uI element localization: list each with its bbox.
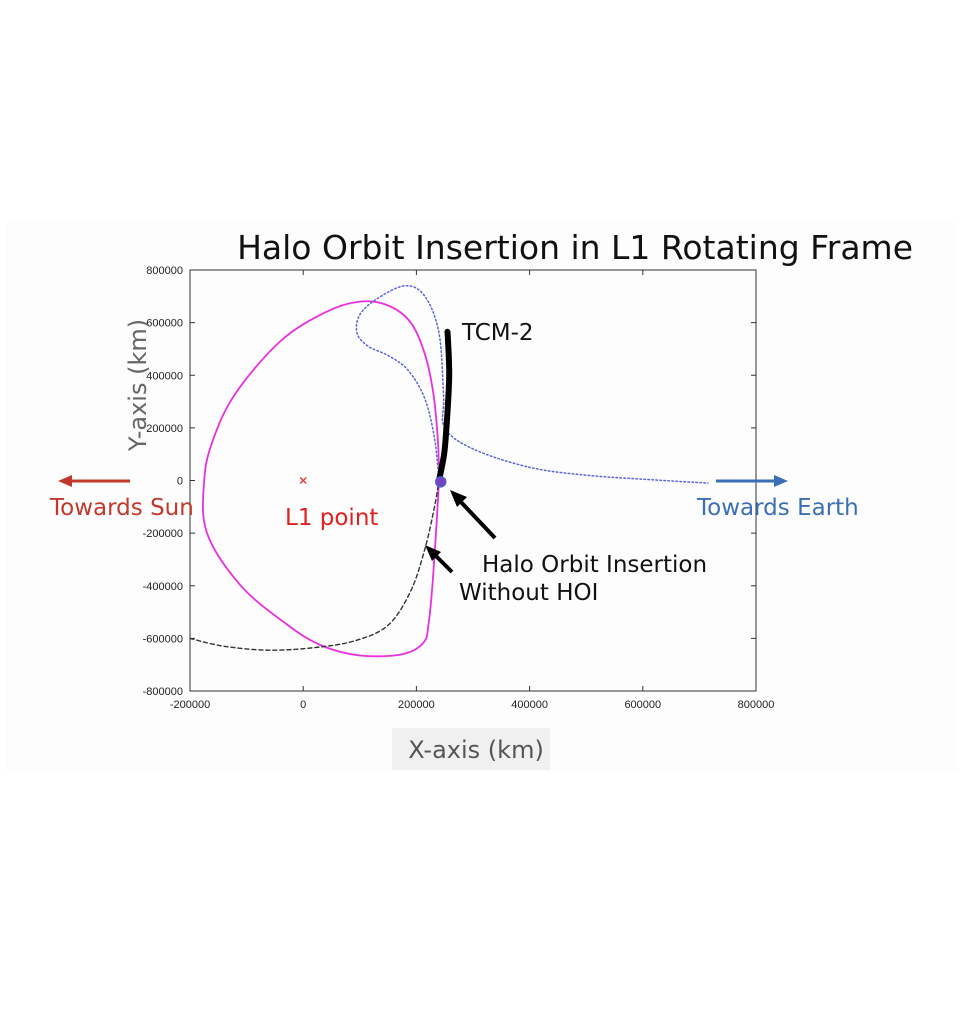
x-axis-label: X-axis (km) bbox=[408, 736, 544, 764]
plot-series bbox=[189, 285, 709, 658]
insertion-point-marker bbox=[434, 476, 447, 488]
arrow-sun bbox=[58, 475, 130, 487]
y-tick-label: 0 bbox=[177, 476, 183, 488]
y-tick-label: 200000 bbox=[146, 423, 183, 435]
arrow-earth bbox=[716, 475, 788, 487]
label-l1-point: L1 point bbox=[285, 505, 378, 531]
label-towards-sun: Towards Sun bbox=[49, 495, 194, 521]
x-tick-label: 200000 bbox=[398, 699, 435, 711]
series-thick-line bbox=[436, 328, 453, 484]
plot-markers bbox=[299, 476, 447, 488]
arrow-halo-orbit-insertion bbox=[450, 490, 497, 540]
l1-point-marker bbox=[299, 477, 307, 484]
y-tick-label: -800000 bbox=[143, 686, 183, 698]
label-tcm-2: TCM-2 bbox=[461, 320, 534, 346]
y-tick-label: -400000 bbox=[143, 581, 183, 593]
arrow-without-hoi bbox=[425, 545, 454, 574]
label-towards-earth: Towards Earth bbox=[696, 495, 859, 521]
x-tick-label: 0 bbox=[300, 699, 306, 711]
series-dotted-line bbox=[355, 285, 709, 484]
x-tick-label: 400000 bbox=[511, 699, 548, 711]
y-axis-label: Y-axis (km) bbox=[124, 319, 152, 452]
chart-title: Halo Orbit Insertion in L1 Rotating Fram… bbox=[237, 228, 913, 267]
x-tick-label: -200000 bbox=[170, 699, 210, 711]
x-tick-label: 600000 bbox=[624, 699, 661, 711]
x-axis-label-bg bbox=[392, 728, 550, 770]
label-halo-orbit-insertion: Halo Orbit Insertion bbox=[482, 552, 707, 578]
y-tick-label: 800000 bbox=[146, 265, 183, 277]
y-tick-label: -200000 bbox=[143, 528, 183, 540]
label-without-hoi: Without HOI bbox=[459, 580, 598, 606]
series-dashed-line bbox=[189, 479, 440, 651]
axis-ticks: -200000 0 200000 400000 600000 800000 800000 60… bbox=[143, 265, 775, 711]
y-tick-label: 400000 bbox=[146, 370, 183, 382]
series-solid-line bbox=[202, 300, 440, 658]
y-tick-label: -600000 bbox=[143, 633, 183, 645]
x-tick-label: 800000 bbox=[738, 699, 775, 711]
slide-panel bbox=[6, 222, 957, 772]
y-tick-label: 600000 bbox=[146, 318, 183, 330]
